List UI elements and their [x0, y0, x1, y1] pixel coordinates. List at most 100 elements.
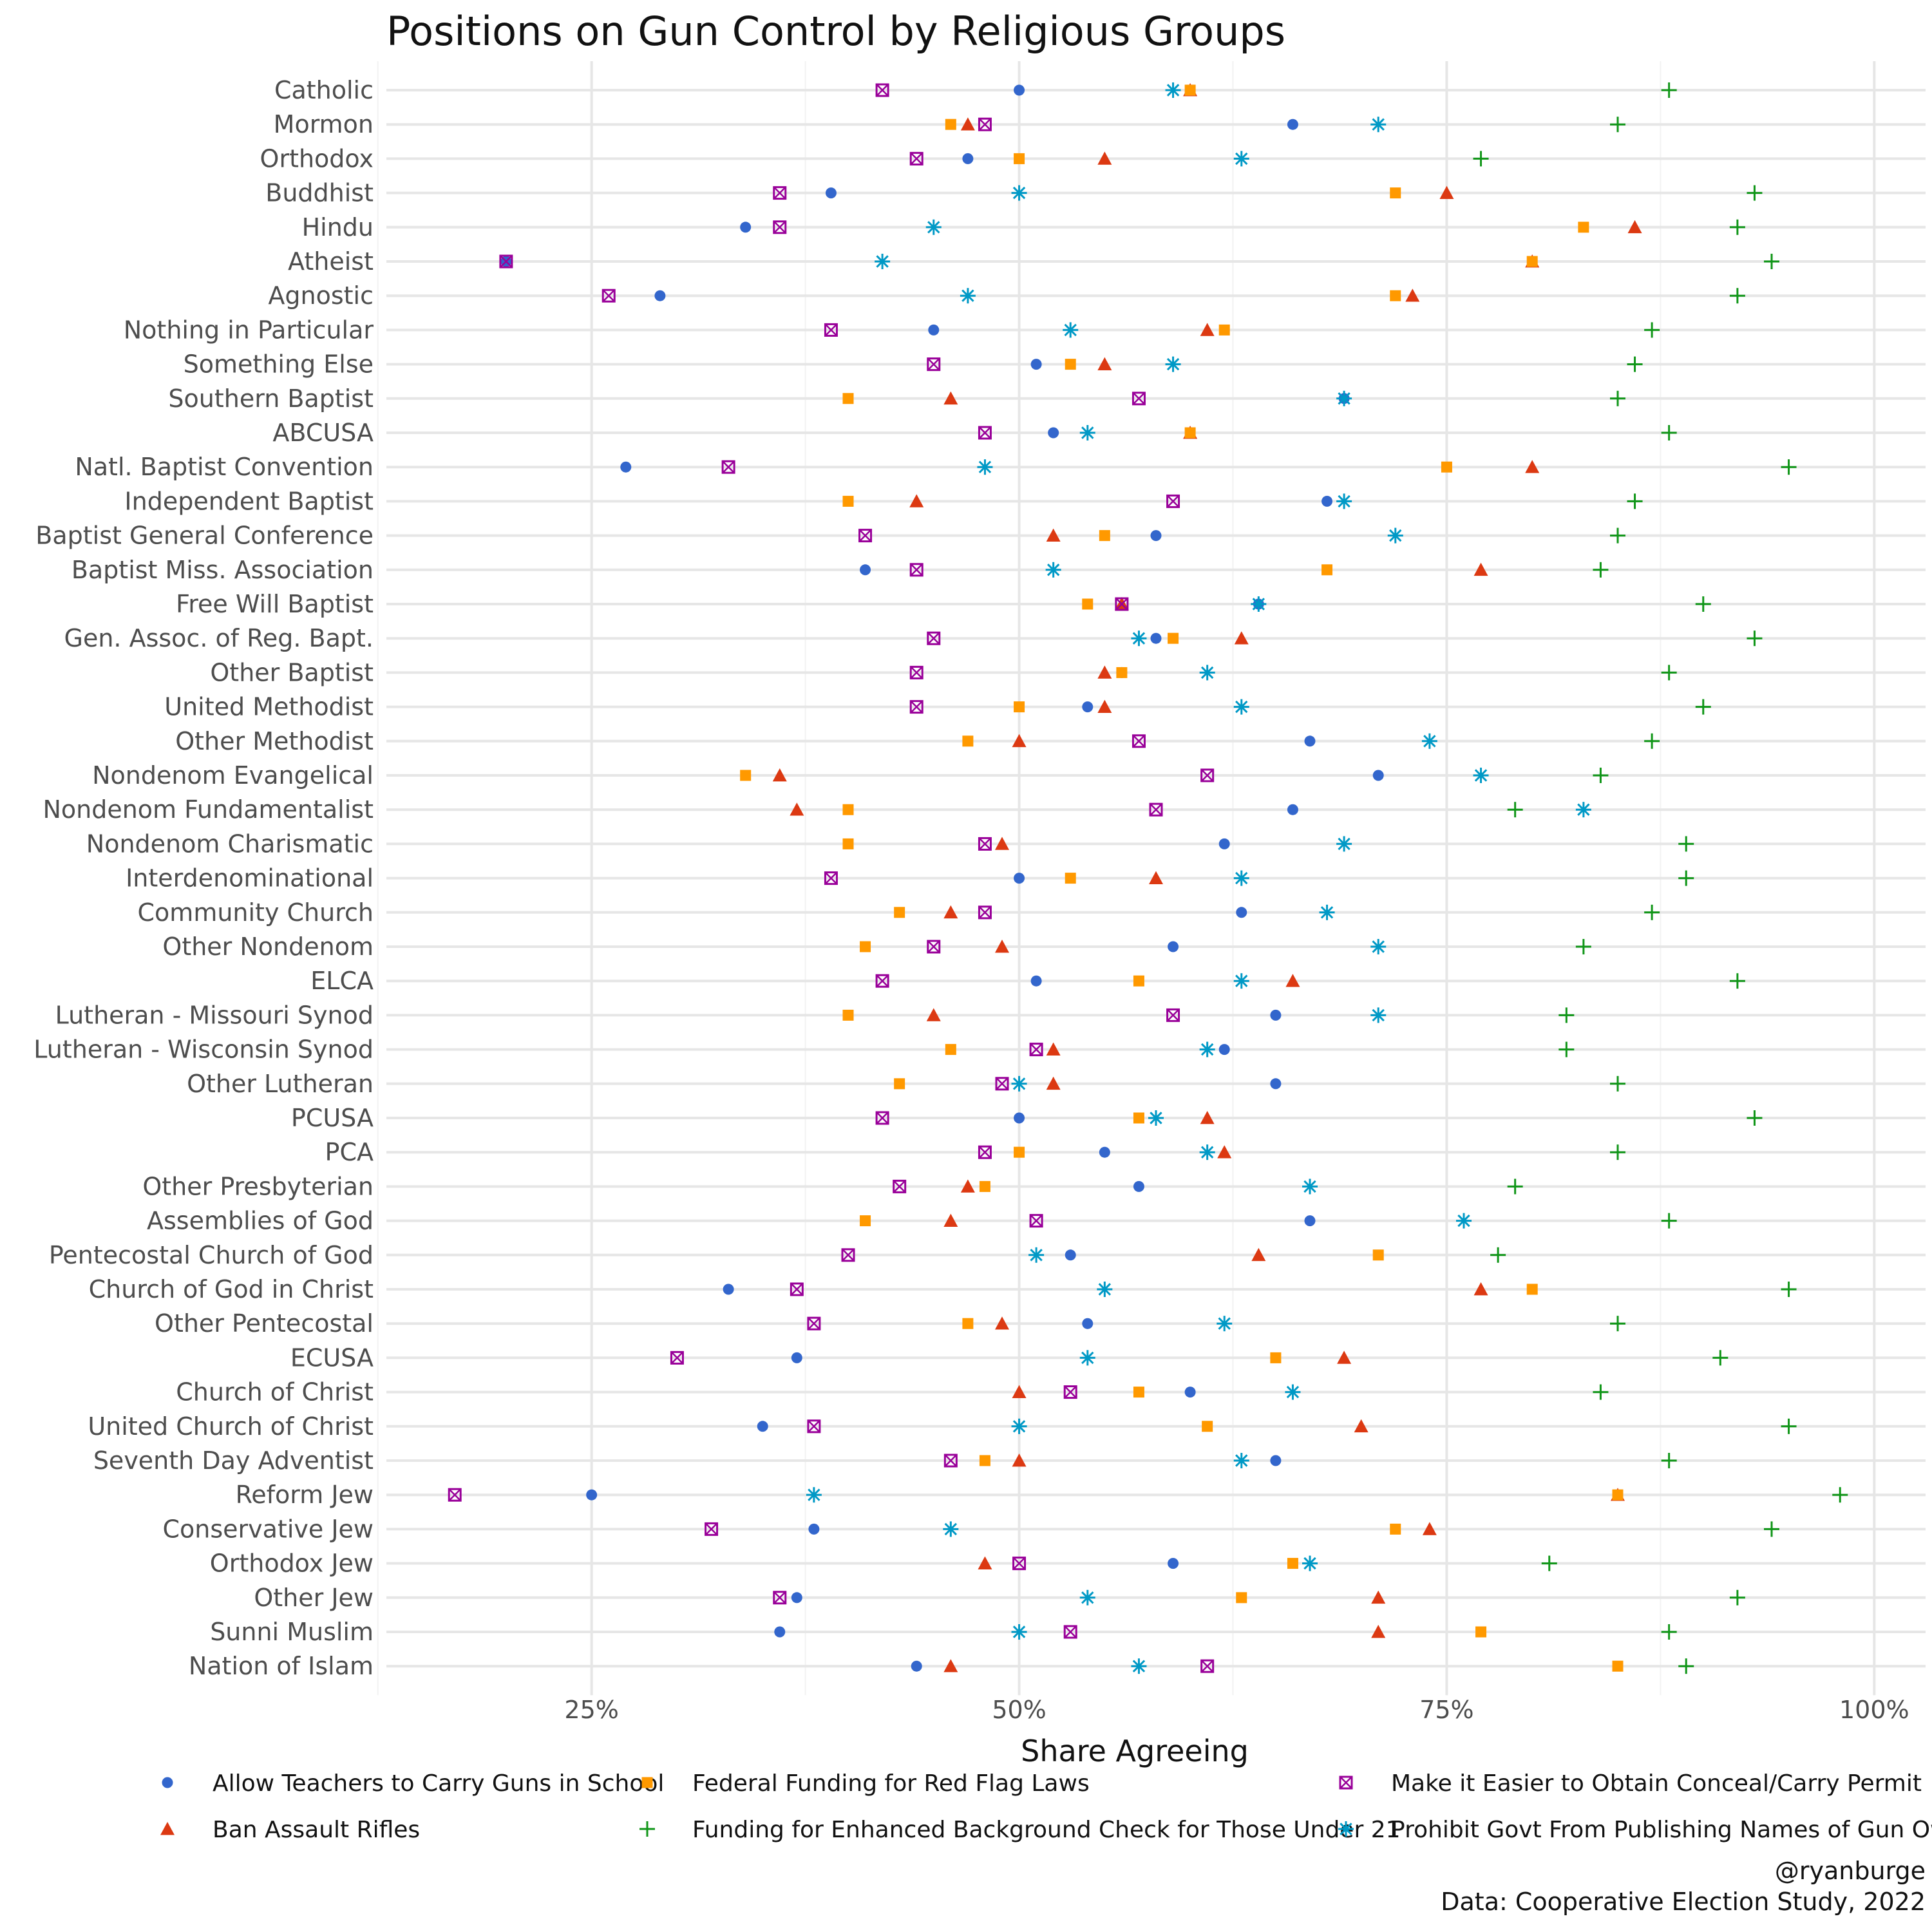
- data-point: [1184, 1387, 1196, 1398]
- category-label: Something Else: [184, 350, 374, 379]
- series-2: [740, 84, 1624, 1672]
- data-point: [601, 289, 616, 303]
- data-point: [723, 1283, 734, 1295]
- data-point: [1233, 973, 1249, 989]
- legend-key: [162, 1777, 173, 1788]
- data-point: [705, 1522, 719, 1536]
- data-point: [1011, 1624, 1027, 1640]
- category-label: Other Presbyterian: [142, 1172, 374, 1200]
- data-point: [790, 802, 804, 816]
- x-tick-label: 75%: [1419, 1696, 1473, 1724]
- data-point: [1030, 359, 1042, 370]
- data-point: [909, 700, 923, 714]
- data-point: [1014, 701, 1025, 713]
- data-point: [1627, 493, 1643, 509]
- data-point: [1319, 904, 1335, 920]
- data-point: [1304, 735, 1316, 747]
- data-point: [978, 1556, 992, 1569]
- data-point: [1014, 873, 1025, 884]
- data-point: [962, 735, 974, 747]
- data-point: [1011, 1075, 1027, 1092]
- data-point: [860, 1215, 871, 1227]
- series-3: [1473, 82, 1848, 1674]
- data-point: [1202, 1421, 1213, 1432]
- data-point: [1695, 596, 1711, 612]
- data-point: [1133, 1112, 1144, 1124]
- data-point: [926, 1008, 941, 1021]
- data-point: [1337, 1350, 1352, 1364]
- data-point: [1661, 1213, 1677, 1229]
- data-point: [740, 770, 752, 781]
- data-point: [1695, 699, 1711, 715]
- data-point: [1014, 84, 1025, 96]
- data-point: [995, 940, 1009, 953]
- data-point: [772, 768, 787, 782]
- caption-line: @ryanburge: [1775, 1857, 1926, 1885]
- x-tick-label: 50%: [992, 1696, 1046, 1724]
- category-label: Other Nondenom: [162, 933, 374, 961]
- data-point: [1236, 1592, 1247, 1604]
- data-point: [1781, 1418, 1797, 1434]
- category-label: Nothing in Particular: [124, 316, 374, 344]
- data-point: [1131, 630, 1147, 647]
- data-point: [1168, 941, 1179, 952]
- data-point: [448, 1488, 462, 1502]
- data-point: [499, 254, 513, 269]
- data-point: [925, 219, 942, 235]
- legend-item: Federal Funding for Red Flag Laws: [641, 1770, 1090, 1797]
- category-label: Orthodox Jew: [210, 1549, 374, 1578]
- legend-item: Prohibit Govt From Publishing Names of G…: [1338, 1817, 1932, 1843]
- data-point: [1065, 359, 1076, 370]
- data-point: [1217, 1145, 1232, 1159]
- data-point: [1200, 323, 1215, 336]
- data-point: [1627, 220, 1642, 234]
- data-point: [1610, 1144, 1625, 1160]
- category-label: Assemblies of God: [147, 1207, 374, 1235]
- data-point: [1610, 390, 1625, 406]
- data-point: [1525, 460, 1540, 473]
- data-point: [1729, 1589, 1745, 1605]
- category-label: Pentecostal Church of God: [49, 1241, 374, 1269]
- data-point: [894, 1078, 905, 1090]
- data-point: [740, 222, 752, 233]
- category-label: Southern Baptist: [168, 384, 374, 413]
- data-point: [1199, 665, 1215, 681]
- data-point: [1184, 427, 1196, 439]
- data-point: [654, 290, 666, 301]
- data-point: [842, 804, 854, 815]
- legend: Allow Teachers to Carry Guns in School Ba…: [160, 1770, 1932, 1843]
- data-point: [909, 494, 924, 507]
- data-point: [1165, 82, 1181, 98]
- category-label: Independent Baptist: [124, 487, 374, 515]
- data-point: [1370, 939, 1387, 954]
- data-point: [1441, 461, 1452, 473]
- category-label: Sunni Muslim: [210, 1618, 374, 1646]
- chart-title: Positions on Gun Control by Religious Gr…: [386, 8, 1285, 55]
- data-point: [978, 905, 992, 920]
- category-label: Gen. Assoc. of Reg. Bapt.: [64, 624, 374, 652]
- legend-key: [160, 1822, 175, 1835]
- data-point: [978, 1145, 992, 1159]
- data-point: [1475, 1626, 1487, 1638]
- data-point: [1199, 1041, 1215, 1057]
- data-point: [979, 1180, 990, 1192]
- data-point: [1270, 1352, 1282, 1363]
- category-label: Agnostic: [268, 281, 374, 310]
- data-point: [1234, 631, 1249, 645]
- data-point: [824, 323, 838, 337]
- category-label: United Methodist: [164, 693, 374, 721]
- data-point: [1832, 1487, 1848, 1503]
- category-label: Other Lutheran: [187, 1070, 374, 1098]
- data-point: [1063, 1385, 1077, 1399]
- data-point: [1218, 324, 1230, 336]
- data-point: [960, 1179, 975, 1193]
- data-point: [875, 83, 889, 97]
- data-point: [894, 907, 905, 918]
- data-point: [1558, 1041, 1575, 1057]
- data-point: [1148, 1110, 1164, 1126]
- data-point: [1011, 185, 1027, 201]
- data-point: [1644, 904, 1660, 920]
- data-point: [977, 459, 993, 475]
- category-label: Buddhist: [265, 179, 374, 207]
- legend-label: Funding for Enhanced Background Check fo…: [692, 1817, 1401, 1843]
